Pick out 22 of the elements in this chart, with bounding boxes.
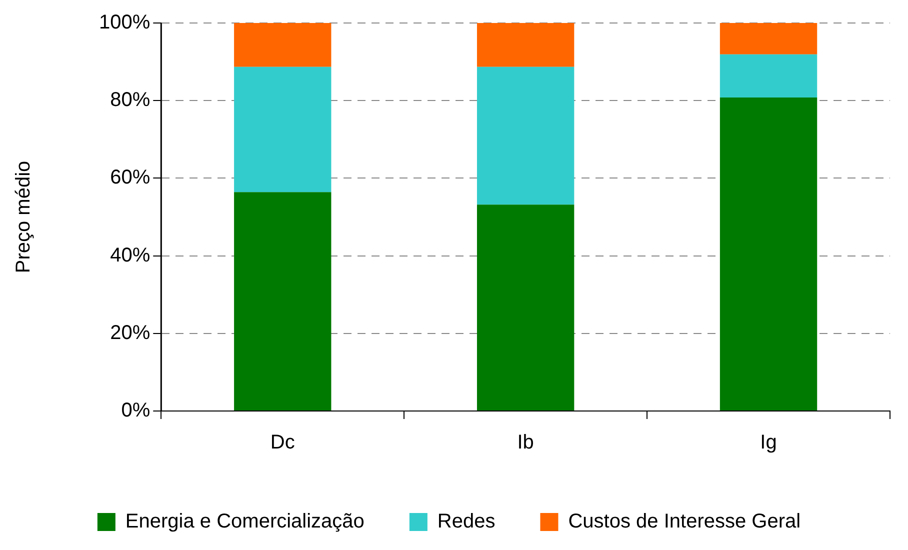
x-tick-label: Dc [270,432,295,454]
y-tick-label: 0% [121,400,150,422]
legend-label: Energia e Comercialização [125,510,364,533]
y-tick-label: 60% [110,166,150,189]
bar [476,204,574,410]
bar [720,23,818,54]
bar [234,66,332,192]
bar [476,66,574,205]
legend-label: Custos de Interesse Geral [568,510,801,533]
x-tick-label: Ig [760,432,777,454]
y-tick-label: 40% [110,244,150,266]
legend-label: Redes [437,510,496,533]
bar [234,192,332,410]
x-tick-label: Ib [517,432,534,454]
y-axis-title: Preço médio [12,160,35,274]
bar [234,23,332,67]
bar [720,54,818,98]
bar [720,97,818,410]
bar [476,23,574,67]
y-tick-label: 100% [98,12,150,34]
y-tick-label: 20% [110,322,150,344]
y-tick-label: 80% [110,89,150,112]
